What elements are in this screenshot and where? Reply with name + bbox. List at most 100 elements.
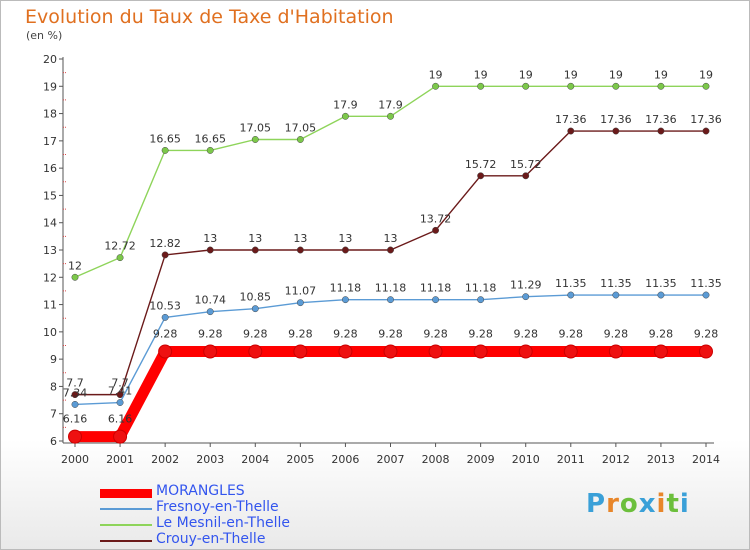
data-point <box>206 146 214 154</box>
legend-swatch <box>100 524 152 526</box>
data-label: 17.9 <box>333 98 358 111</box>
data-label: 9.28 <box>333 328 358 341</box>
data-point <box>428 344 443 359</box>
data-label: 16.65 <box>194 132 226 145</box>
y-tick-label: 8 <box>50 380 57 393</box>
data-point <box>567 82 575 90</box>
x-tick-label: 2007 <box>377 453 405 466</box>
data-point <box>522 172 530 180</box>
data-label: 10.85 <box>240 291 272 304</box>
data-label: 7.34 <box>63 386 88 399</box>
data-label: 17.05 <box>285 121 317 134</box>
data-label: 17.36 <box>600 113 632 126</box>
x-tick-label: 2009 <box>467 453 495 466</box>
data-label: 11.07 <box>285 285 317 298</box>
data-label: 11.18 <box>420 282 452 295</box>
legend-label: Fresnoy-en-Thelle <box>156 499 279 515</box>
data-label: 19 <box>474 68 488 81</box>
data-label: 10.74 <box>194 294 226 307</box>
x-tick-label: 2004 <box>241 453 269 466</box>
y-tick-label: 17 <box>43 135 57 148</box>
data-point <box>657 82 665 90</box>
x-tick-label: 2011 <box>557 453 585 466</box>
data-label: 9.28 <box>243 328 268 341</box>
data-point <box>432 296 440 304</box>
data-point <box>608 344 623 359</box>
data-label: 19 <box>429 68 443 81</box>
data-label: 9.28 <box>694 328 719 341</box>
data-point <box>296 299 304 307</box>
data-point <box>387 112 394 120</box>
data-label: 9.28 <box>153 328 178 341</box>
data-label: 19 <box>699 68 713 81</box>
x-tick-label: 2006 <box>331 453 359 466</box>
data-label: 13 <box>293 232 307 245</box>
data-point <box>203 344 218 359</box>
y-tick-label: 10 <box>43 326 57 339</box>
y-tick-label: 6 <box>50 435 57 448</box>
data-point <box>296 246 304 254</box>
x-tick-label: 2012 <box>602 453 630 466</box>
data-label: 9.28 <box>288 328 313 341</box>
data-label: 11.35 <box>555 277 587 290</box>
data-label: 9.28 <box>559 328 584 341</box>
data-label: 13 <box>338 232 352 245</box>
data-label: 16.65 <box>149 132 181 145</box>
data-label: 13 <box>248 232 262 245</box>
data-point <box>702 82 710 90</box>
x-tick-label: 2003 <box>196 453 224 466</box>
data-label: 9.28 <box>649 328 674 341</box>
data-point <box>161 313 169 321</box>
data-label: 11.29 <box>510 279 542 292</box>
data-point <box>71 391 79 399</box>
data-point <box>563 344 578 359</box>
data-point <box>699 344 713 359</box>
data-point <box>383 344 398 359</box>
series-line <box>69 346 712 443</box>
data-label: 6.16 <box>63 413 88 426</box>
legend-label: Crouy-en-Thelle <box>156 531 266 547</box>
data-point <box>657 127 665 135</box>
logo-letter: o <box>619 489 639 519</box>
data-label: 15.72 <box>465 158 497 171</box>
data-point <box>116 254 124 262</box>
data-point <box>518 344 533 359</box>
x-tick-label: 2010 <box>512 453 540 466</box>
legend-swatch <box>100 508 152 510</box>
logo-letter: t <box>666 489 680 519</box>
data-point <box>567 127 575 135</box>
data-label: 19 <box>519 68 533 81</box>
x-tick-label: 2001 <box>106 453 134 466</box>
data-point <box>338 344 353 359</box>
data-label: 11.35 <box>690 277 722 290</box>
data-point <box>702 127 710 135</box>
unit-label: (en %) <box>26 29 63 42</box>
data-point <box>341 296 349 304</box>
data-label: 13 <box>384 232 398 245</box>
data-label: 19 <box>609 68 623 81</box>
data-point <box>116 391 124 399</box>
x-tick-label: 2002 <box>151 453 179 466</box>
data-point <box>522 82 530 90</box>
data-label: 12.82 <box>149 237 181 250</box>
logo-letter: i <box>656 489 667 519</box>
data-label: 12 <box>68 259 82 272</box>
data-label: 11.35 <box>645 277 677 290</box>
y-tick-label: 20 <box>43 53 57 66</box>
logo-letter: i <box>679 489 690 519</box>
y-tick-label: 12 <box>43 271 57 284</box>
data-label: 11.18 <box>330 282 362 295</box>
y-tick-label: 9 <box>50 353 57 366</box>
data-label: 7.7 <box>111 377 129 390</box>
y-tick-label: 14 <box>43 217 57 230</box>
y-tick-label: 7 <box>50 408 57 421</box>
y-tick-label: 15 <box>43 189 57 202</box>
data-label: 9.28 <box>513 328 538 341</box>
data-point <box>71 400 79 408</box>
data-label: 12.72 <box>104 240 136 253</box>
data-point <box>206 308 214 316</box>
chart-title: Evolution du Taux de Taxe d'Habitation <box>25 6 394 28</box>
data-point <box>68 429 82 444</box>
data-label: 17.9 <box>378 98 403 111</box>
